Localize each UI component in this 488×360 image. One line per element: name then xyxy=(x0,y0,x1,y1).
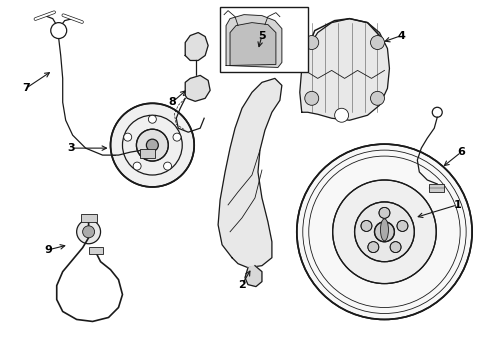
Bar xyxy=(140,149,155,158)
Ellipse shape xyxy=(380,219,387,241)
Circle shape xyxy=(136,129,168,161)
Text: 8: 8 xyxy=(168,97,176,107)
Polygon shape xyxy=(218,78,281,268)
Circle shape xyxy=(110,103,194,187)
Circle shape xyxy=(82,226,94,238)
Text: 2: 2 xyxy=(238,280,245,289)
Circle shape xyxy=(123,133,131,141)
Text: 3: 3 xyxy=(67,143,74,153)
Text: 4: 4 xyxy=(397,31,405,41)
Bar xyxy=(88,247,102,254)
Circle shape xyxy=(146,139,158,151)
Circle shape xyxy=(367,242,378,253)
Bar xyxy=(81,214,96,222)
Circle shape xyxy=(389,242,400,253)
Text: 9: 9 xyxy=(45,245,53,255)
Circle shape xyxy=(304,36,318,50)
Circle shape xyxy=(296,144,471,319)
Circle shape xyxy=(148,115,156,123)
Circle shape xyxy=(378,207,389,219)
Polygon shape xyxy=(299,19,388,120)
Circle shape xyxy=(334,108,348,122)
Text: 1: 1 xyxy=(452,200,460,210)
Circle shape xyxy=(133,162,141,170)
Circle shape xyxy=(396,220,407,231)
Circle shape xyxy=(370,91,384,105)
Circle shape xyxy=(163,162,171,170)
Polygon shape xyxy=(185,75,210,101)
Bar xyxy=(428,184,443,192)
Circle shape xyxy=(431,107,441,117)
Circle shape xyxy=(370,36,384,50)
Polygon shape xyxy=(244,266,262,287)
Text: 6: 6 xyxy=(456,147,464,157)
Text: 7: 7 xyxy=(22,84,30,93)
Circle shape xyxy=(173,133,181,141)
Polygon shape xyxy=(229,23,275,66)
Circle shape xyxy=(51,23,66,39)
Polygon shape xyxy=(185,32,208,60)
Text: 5: 5 xyxy=(258,31,265,41)
Circle shape xyxy=(354,202,413,262)
Circle shape xyxy=(374,222,394,242)
Circle shape xyxy=(360,220,371,231)
Circle shape xyxy=(304,91,318,105)
Polygon shape xyxy=(225,15,281,67)
Bar xyxy=(220,7,307,72)
Circle shape xyxy=(77,220,101,244)
Circle shape xyxy=(332,180,435,284)
